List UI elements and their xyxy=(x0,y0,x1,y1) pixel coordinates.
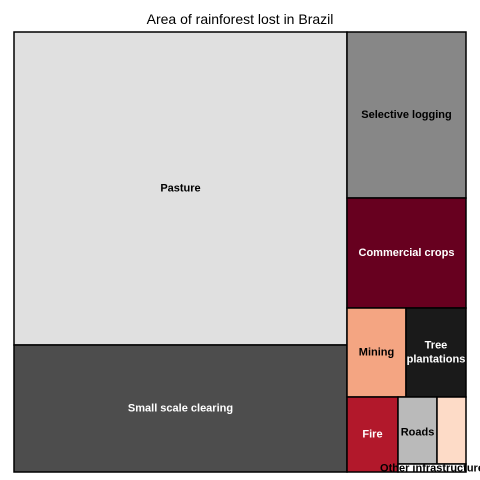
label-selective-logging: Selective logging xyxy=(361,109,451,121)
chart-title: Area of rainforest lost in Brazil xyxy=(146,11,334,27)
tile-small-scale-clearing xyxy=(13,344,348,473)
tile-other-infrastructure xyxy=(436,396,467,465)
label-tree-plantations: Tree plantations xyxy=(407,339,466,365)
tile-label-strip xyxy=(397,463,467,473)
tile-mining xyxy=(346,307,407,398)
label-small-scale-clearing: Small scale clearing xyxy=(128,402,233,414)
tile-fire xyxy=(346,396,399,473)
label-mining: Mining xyxy=(359,346,394,358)
tile-commercial-crops xyxy=(346,197,467,309)
label-fire: Fire xyxy=(362,428,382,440)
label-roads: Roads xyxy=(401,426,435,438)
tile-selective-logging xyxy=(346,31,467,199)
tile-tree-plantations xyxy=(405,307,467,398)
label-pasture: Pasture xyxy=(160,182,200,194)
label-commercial-crops: Commercial crops xyxy=(359,247,455,259)
tile-roads xyxy=(397,396,438,465)
label-other-infrastructure: Other infrastructure xyxy=(380,462,480,474)
